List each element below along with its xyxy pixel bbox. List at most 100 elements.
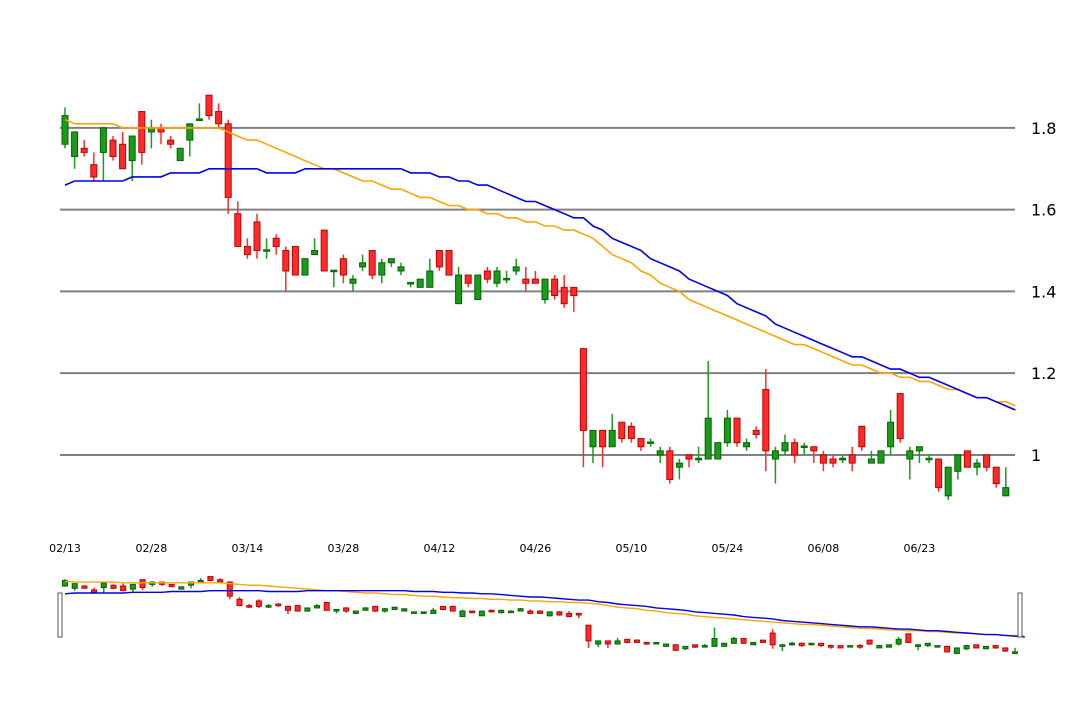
- main-candle: [234, 201, 242, 247]
- main-candle: [493, 266, 501, 288]
- main-candle: [138, 111, 146, 165]
- main-candle: [551, 275, 559, 300]
- navigator-candle-body: [944, 645, 951, 653]
- navigator-candle-body: [556, 611, 563, 616]
- main-candle-body: [685, 454, 693, 460]
- navigator-candle: [798, 642, 805, 648]
- navigator-candle-body: [953, 647, 960, 654]
- navigator-candle: [246, 604, 253, 608]
- main-candle-body: [608, 429, 616, 448]
- main-candle-body: [282, 250, 290, 272]
- main-candle: [752, 426, 760, 439]
- main-candle: [435, 250, 443, 271]
- navigator-candle-body: [255, 600, 262, 607]
- navigator-right-handle[interactable]: [1017, 592, 1023, 638]
- navigator-candle: [885, 644, 892, 648]
- main-candle-body: [61, 115, 69, 145]
- navigator-candle: [430, 607, 437, 614]
- navigator-candle-body: [885, 644, 892, 648]
- navigator-candle: [323, 601, 330, 611]
- navigator-candle-body: [585, 624, 592, 642]
- navigator-candle: [924, 642, 931, 648]
- main-candle: [887, 409, 895, 455]
- x-tick-label: 03/28: [328, 542, 360, 555]
- main-candle: [99, 127, 107, 182]
- navigator-candle: [207, 576, 214, 582]
- navigator-candle-body: [915, 644, 922, 647]
- range-navigator[interactable]: [57, 576, 1025, 655]
- main-candle-body: [570, 286, 578, 296]
- main-candle-body: [656, 450, 664, 456]
- navigator-candle: [265, 604, 272, 608]
- navigator-candle-body: [478, 610, 485, 617]
- navigator-candle: [91, 587, 98, 594]
- main-candle: [90, 152, 98, 182]
- main-candle: [829, 454, 837, 468]
- navigator-candle-body: [982, 645, 989, 650]
- navigator-candle: [1002, 647, 1009, 652]
- main-candle-body: [541, 278, 549, 301]
- main-candle-body: [829, 458, 837, 464]
- main-candle: [714, 442, 722, 460]
- main-candle-body: [474, 274, 482, 301]
- navigator-candle-body: [81, 585, 88, 589]
- main-candle-body: [848, 454, 856, 464]
- navigator-candle-body: [973, 644, 980, 649]
- main-candle: [963, 450, 971, 468]
- y-axis-tick-labels: 1 1.2 1.4 1.6 1.8: [1031, 119, 1056, 465]
- navigator-candle-body: [827, 645, 834, 648]
- navigator-candle: [410, 611, 417, 614]
- navigator-candle: [420, 611, 427, 614]
- main-candle-body: [263, 249, 271, 252]
- navigator-candle: [566, 611, 573, 618]
- main-candle-body: [378, 262, 386, 276]
- main-candle-body: [887, 421, 895, 448]
- main-candle: [80, 140, 88, 157]
- navigator-candle-body: [178, 586, 185, 590]
- navigator-candle: [701, 644, 708, 648]
- moving-averages: [64, 118, 1016, 411]
- navigator-candle-body: [420, 611, 427, 614]
- main-candle-body: [791, 442, 799, 456]
- navigator-candle: [575, 612, 582, 619]
- navigator-candle-body: [672, 644, 679, 651]
- main-candle: [378, 258, 386, 284]
- navigator-candle: [527, 609, 534, 615]
- navigator-candle-body: [265, 605, 272, 608]
- main-candle: [839, 454, 847, 464]
- navigator-candle: [236, 596, 243, 607]
- main-candle: [656, 446, 664, 464]
- navigator-candle: [769, 629, 776, 649]
- main-candle: [675, 459, 683, 480]
- navigator-candle: [110, 584, 117, 590]
- main-candle: [1002, 467, 1010, 497]
- navigator-candle-body: [856, 645, 863, 648]
- x-tick-label: 06/23: [904, 542, 936, 555]
- navigator-candle: [827, 644, 834, 649]
- main-candle: [215, 103, 223, 128]
- main-candle-body: [397, 266, 405, 272]
- main-candle: [119, 131, 127, 170]
- main-candle-body: [445, 250, 453, 276]
- navigator-candle: [401, 608, 408, 612]
- main-candle-body: [301, 258, 309, 276]
- main-candle-body: [579, 348, 587, 431]
- main-candle-body: [176, 147, 184, 162]
- main-candle: [810, 446, 818, 464]
- navigator-left-handle[interactable]: [57, 592, 63, 638]
- navigator-candle: [614, 637, 621, 645]
- main-candle: [771, 446, 779, 484]
- main-candle: [445, 250, 453, 276]
- navigator-candle: [168, 583, 175, 588]
- main-candle: [176, 147, 184, 162]
- main-candle-body: [992, 466, 1000, 485]
- main-candle-body: [234, 213, 242, 247]
- main-candle: [858, 425, 866, 451]
- main-candle-body: [368, 250, 376, 276]
- navigator-candle: [537, 610, 543, 614]
- main-candle: [311, 238, 319, 256]
- main-candle-body: [531, 278, 539, 284]
- main-candle: [147, 119, 155, 149]
- main-candle-body: [215, 111, 223, 125]
- main-candle-body: [647, 441, 655, 444]
